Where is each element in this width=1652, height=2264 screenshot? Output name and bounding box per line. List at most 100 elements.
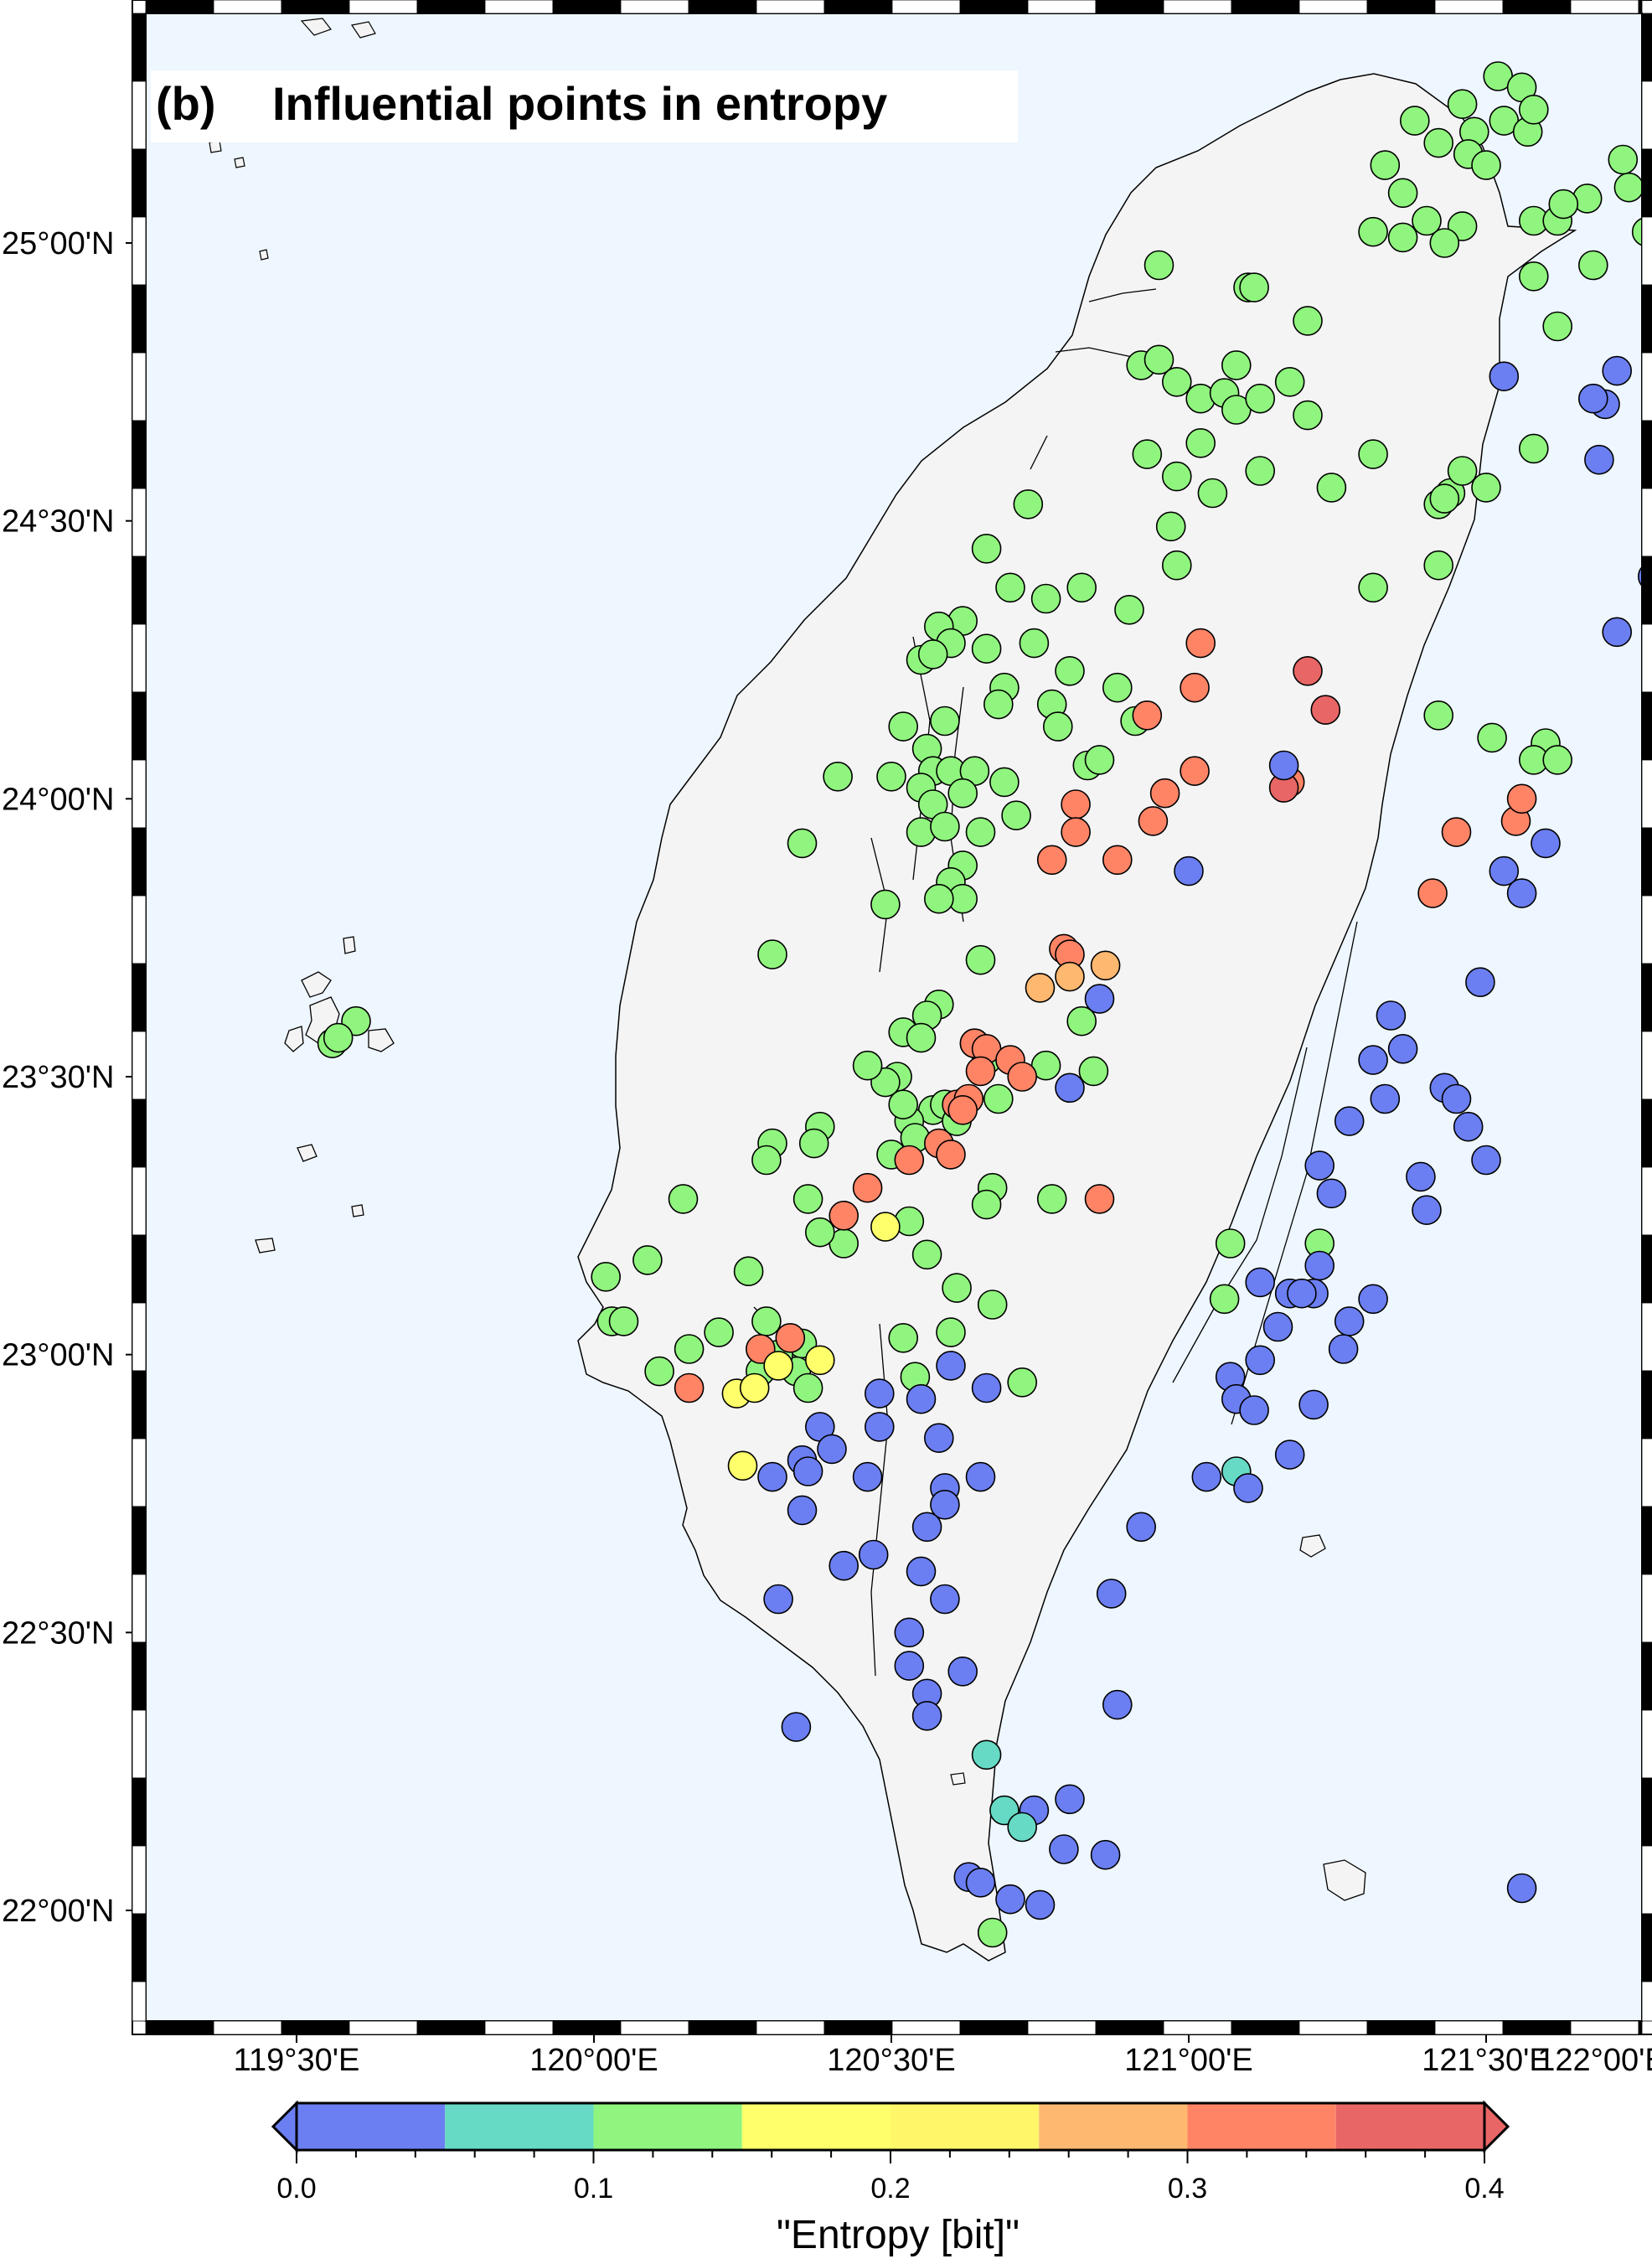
station-marker	[1328, 1334, 1359, 1364]
station-marker	[947, 778, 978, 809]
station-marker	[1471, 1145, 1501, 1176]
station-marker	[906, 1556, 937, 1587]
panel-label: (b)	[156, 77, 216, 130]
station-marker	[323, 1022, 354, 1053]
frame-segment	[1298, 2020, 1368, 2035]
frame-segment	[132, 488, 147, 557]
map-frame	[132, 0, 1652, 2035]
frame-segment	[823, 2020, 893, 2035]
frame-segment	[132, 1506, 147, 1575]
station-marker	[733, 1256, 764, 1286]
frame-segment	[132, 1845, 147, 1915]
frame-segment	[132, 1438, 147, 1507]
frame-segment	[132, 1574, 147, 1643]
station-marker	[1387, 222, 1418, 253]
frame-segment	[1366, 0, 1436, 14]
x-tick-label: 121°00'E	[1124, 2043, 1252, 2078]
station-marker	[1180, 756, 1210, 787]
frame-segment	[1641, 420, 1652, 489]
frame-segment	[281, 2020, 350, 2035]
station-marker	[971, 1739, 1002, 1770]
frame-segment	[1641, 352, 1652, 421]
y-tick-label: 23°30'N	[2, 1060, 114, 1095]
station-marker	[1631, 217, 1642, 246]
station-marker	[1155, 511, 1186, 542]
station-marker	[942, 1273, 972, 1303]
station-marker	[751, 1306, 782, 1336]
frame-segment	[688, 0, 757, 14]
station-marker	[1096, 1579, 1127, 1609]
frame-segment	[1641, 1302, 1652, 1372]
station-marker	[1078, 1056, 1109, 1087]
station-marker	[775, 1323, 806, 1353]
station-marker	[1287, 1278, 1317, 1309]
station-marker	[1613, 172, 1642, 203]
x-tick-label: 120°00'E	[529, 2043, 658, 2078]
frame-segment	[620, 0, 689, 14]
frame-segment	[1641, 216, 1652, 286]
frame-segment	[1163, 2020, 1232, 2035]
station-marker	[1019, 628, 1050, 659]
station-marker	[911, 1512, 942, 1543]
frame-segment	[1641, 488, 1652, 557]
station-marker	[936, 1351, 966, 1381]
station-marker	[739, 1372, 770, 1403]
frame-segment	[132, 759, 147, 829]
y-tick-label: 24°30'N	[2, 504, 114, 540]
frame-segment	[132, 216, 147, 286]
frame-segment	[132, 1777, 147, 1847]
station-marker	[1453, 1111, 1484, 1142]
station-marker	[1007, 1812, 1037, 1843]
colorbar-tick-label: 0.1	[574, 2173, 613, 2205]
station-marker	[804, 1345, 835, 1376]
frame-segment	[132, 1098, 147, 1168]
station-marker	[1293, 655, 1323, 686]
station-marker	[1233, 1473, 1263, 1503]
station-marker	[1043, 711, 1073, 742]
station-marker	[995, 1884, 1025, 1915]
station-marker	[1090, 1839, 1121, 1870]
station-marker	[924, 1423, 954, 1453]
station-marker	[865, 1412, 895, 1442]
frame-segment	[1638, 2020, 1643, 2035]
station-marker	[1531, 828, 1561, 859]
station-marker	[674, 1334, 705, 1364]
station-marker	[1602, 355, 1632, 386]
station-marker	[1423, 127, 1453, 158]
frame-segment	[132, 1913, 147, 1982]
y-tick-label: 24°00'N	[2, 782, 114, 817]
station-marker	[1608, 144, 1639, 175]
station-marker	[1215, 1228, 1246, 1259]
station-marker	[1370, 150, 1401, 180]
station-marker	[1102, 672, 1133, 703]
frame-segment	[1641, 827, 1652, 897]
frame-segment	[1641, 1370, 1652, 1440]
frame-segment	[1027, 0, 1097, 14]
station-marker	[829, 1550, 860, 1581]
station-marker	[1007, 1062, 1037, 1092]
frame-segment	[1641, 1641, 1652, 1711]
station-marker	[870, 1212, 901, 1242]
station-marker	[704, 1317, 734, 1347]
station-marker	[965, 1461, 996, 1492]
station-marker	[1245, 456, 1275, 486]
station-marker	[1061, 817, 1091, 847]
frame-segment	[1641, 148, 1652, 218]
station-marker	[1007, 1367, 1037, 1398]
frame-segment	[1434, 2020, 1504, 2035]
station-marker	[936, 1317, 966, 1347]
station-marker	[888, 711, 918, 742]
station-marker	[1310, 695, 1341, 726]
station-marker	[965, 1056, 996, 1087]
station-marker	[1542, 745, 1572, 775]
station-marker	[1293, 400, 1323, 431]
station-marker	[1066, 572, 1097, 603]
frame-segment	[1641, 1574, 1652, 1643]
frame-segment	[1502, 2020, 1572, 2035]
station-marker	[1638, 566, 1642, 587]
frame-segment	[1027, 2020, 1097, 2035]
liuqiu-island	[950, 1772, 966, 1786]
station-marker	[1519, 261, 1549, 292]
station-marker	[1174, 855, 1204, 886]
station-marker	[906, 1022, 937, 1053]
